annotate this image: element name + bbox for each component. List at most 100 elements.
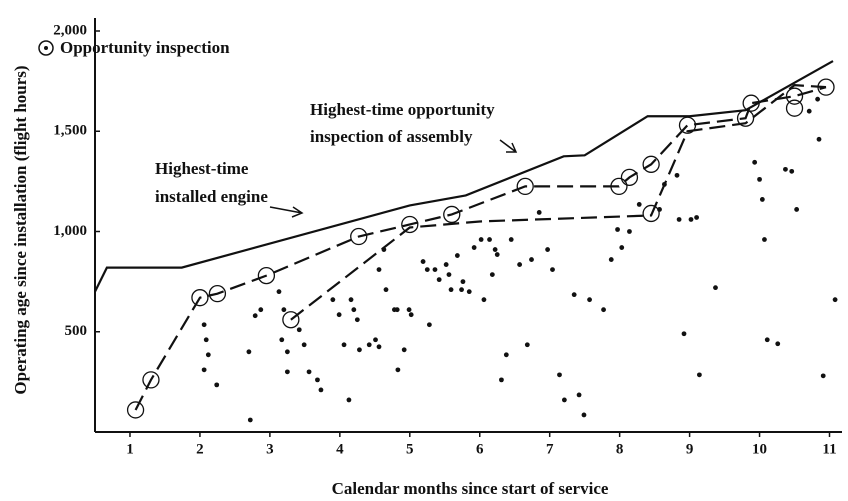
inspection-circle <box>282 311 300 329</box>
data-point <box>284 349 290 355</box>
data-point <box>478 237 484 242</box>
inspection-circle <box>191 289 209 307</box>
inspection-circle <box>620 168 639 187</box>
data-point <box>494 252 500 257</box>
annotation: inspection of assembly <box>310 127 473 146</box>
inspection-circle <box>516 177 534 196</box>
data-point <box>517 262 523 267</box>
inspection-circle <box>401 215 419 234</box>
data-point <box>459 287 464 293</box>
annotation-arrow <box>269 206 304 218</box>
data-point <box>762 237 767 242</box>
x-tick-label: 6 <box>476 441 484 457</box>
x-tick-label: 4 <box>336 441 344 457</box>
data-point <box>820 373 826 379</box>
data-point <box>376 344 382 350</box>
data-point <box>443 262 449 267</box>
data-point <box>581 412 587 418</box>
data-point <box>608 257 614 262</box>
data-point <box>794 207 800 212</box>
data-point <box>550 267 555 272</box>
data-point <box>460 279 466 285</box>
data-point <box>662 181 667 187</box>
data-point <box>276 289 282 295</box>
inspection-circle <box>642 204 660 223</box>
data-point <box>436 277 442 283</box>
annotation: installed engine <box>155 187 268 206</box>
x-axis-label: Calendar months since start of service <box>332 479 609 498</box>
inspection-circle <box>736 109 755 127</box>
data-point <box>258 307 264 313</box>
inspection-circle <box>350 227 368 246</box>
y-axis-label: Operating age since installation (flight… <box>11 65 30 394</box>
y-tick-label: 1,000 <box>53 223 87 239</box>
data-point <box>503 352 509 358</box>
dashed-line <box>134 86 827 411</box>
data-point <box>696 372 702 378</box>
data-point <box>247 417 253 423</box>
legend-marker <box>38 40 54 56</box>
data-point <box>301 342 307 348</box>
data-point <box>205 352 211 358</box>
data-point <box>394 307 400 313</box>
y-tick-label: 500 <box>65 323 88 339</box>
data-point <box>330 297 336 303</box>
data-point <box>351 307 357 313</box>
y-tick-label: 1,500 <box>53 123 87 139</box>
data-point <box>487 237 492 242</box>
data-point <box>448 287 454 293</box>
data-point <box>201 367 207 373</box>
inspection-circle <box>610 177 628 196</box>
data-point <box>336 312 342 318</box>
inspection-circle <box>142 371 160 389</box>
data-point <box>601 307 606 313</box>
data-point <box>373 337 378 343</box>
inspection-circle <box>208 285 227 303</box>
inspection-circle <box>678 116 697 134</box>
x-tick-label: 7 <box>546 441 554 457</box>
data-point <box>789 168 795 174</box>
data-point <box>759 197 765 202</box>
data-point <box>694 215 699 220</box>
data-point <box>420 259 426 264</box>
data-point <box>657 207 662 212</box>
data-point <box>499 377 504 383</box>
inspection-circle <box>742 94 760 112</box>
dashed-line <box>290 84 827 321</box>
data-point <box>561 397 567 403</box>
data-point <box>348 297 354 303</box>
data-point <box>529 257 534 262</box>
data-point <box>279 337 285 343</box>
data-point <box>454 253 460 258</box>
data-point <box>424 267 430 272</box>
data-point <box>832 297 838 303</box>
x-tick-label: 8 <box>616 441 624 457</box>
data-point <box>571 292 577 298</box>
data-point <box>481 297 487 303</box>
data-point <box>252 313 258 319</box>
data-point <box>366 342 372 348</box>
data-point <box>619 245 625 250</box>
annotation: Highest-time <box>155 159 249 178</box>
data-point <box>354 317 360 323</box>
x-tick-label: 11 <box>822 441 836 457</box>
data-point <box>395 367 401 373</box>
x-tick-label: 9 <box>686 441 694 457</box>
annotation-arrow <box>499 139 518 153</box>
data-point <box>752 159 758 165</box>
data-point <box>681 331 687 337</box>
data-point <box>615 227 620 232</box>
legend-label: Opportunity inspection <box>60 38 230 57</box>
data-point <box>508 237 514 242</box>
y-tick-label: 2,000 <box>53 22 87 38</box>
data-point <box>346 397 352 403</box>
data-point <box>406 307 412 313</box>
data-point <box>783 166 788 172</box>
data-point <box>815 96 821 102</box>
data-point <box>426 322 432 328</box>
legend-marker-dot <box>44 46 48 50</box>
data-point <box>315 377 320 383</box>
data-point <box>432 267 438 272</box>
